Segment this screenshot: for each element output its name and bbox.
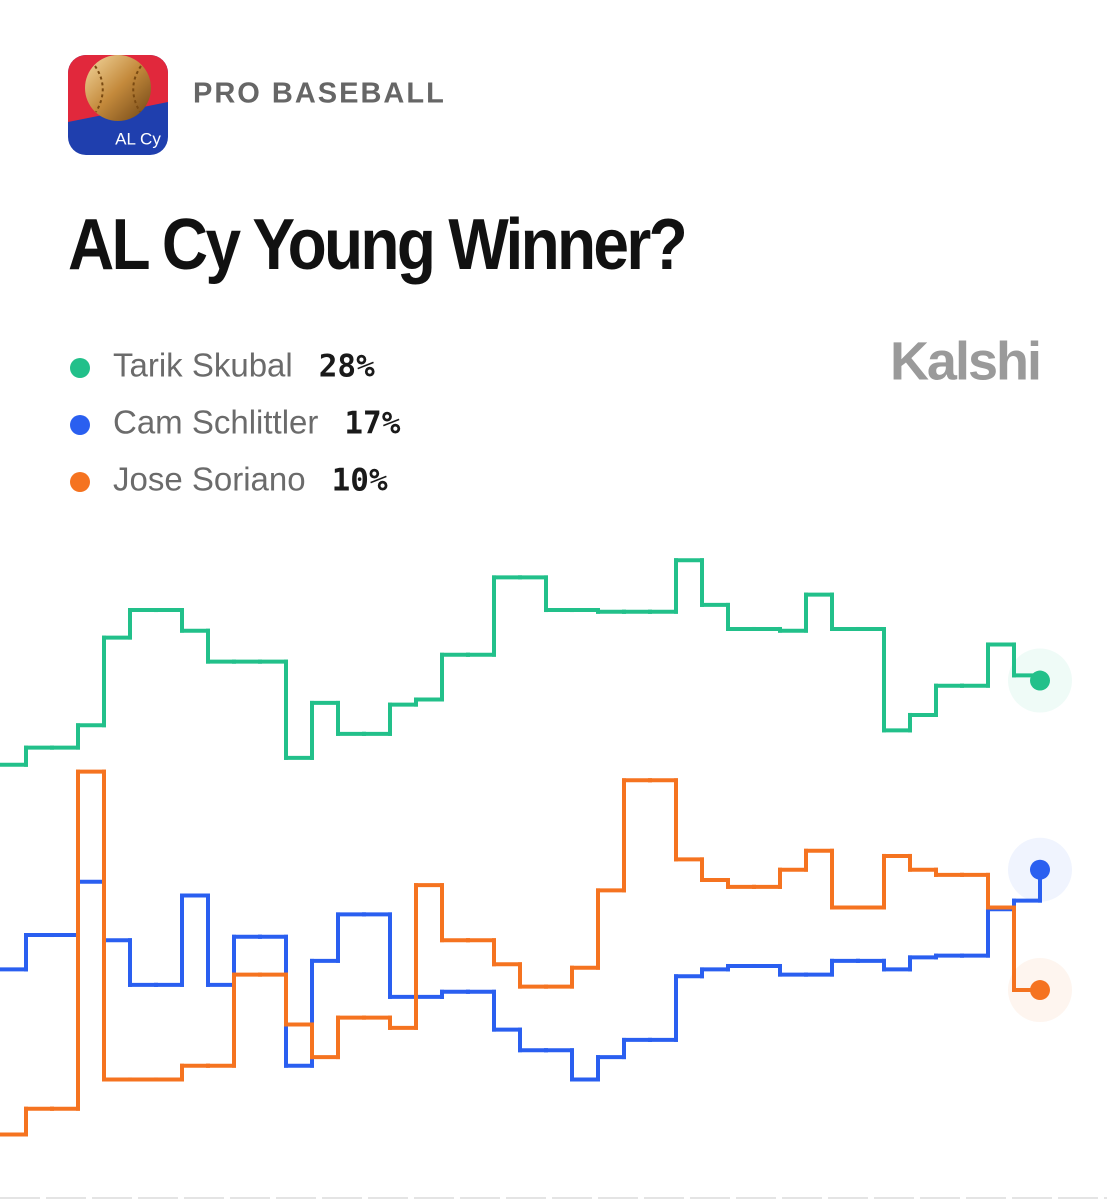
legend-value: 28% — [319, 349, 375, 385]
legend-name: Cam Schlittler — [113, 404, 318, 441]
legend-value: 10% — [332, 463, 388, 499]
app-icon — [68, 55, 168, 155]
legend-dot — [70, 415, 90, 435]
category-label: PRO BASEBALL — [193, 78, 446, 110]
legend-dot — [70, 358, 90, 378]
icon-text: AL Cy — [115, 129, 161, 148]
legend-value: 17% — [344, 406, 400, 442]
legend-dot — [70, 472, 90, 492]
brand-logo: Kalshi — [890, 331, 1040, 391]
legend-name: Jose Soriano — [113, 461, 306, 498]
chart-title: AL Cy Young Winner? — [68, 205, 685, 285]
legend-name: Tarik Skubal — [113, 347, 293, 384]
endpoint-dot — [1030, 980, 1050, 1001]
endpoint-dot — [1030, 670, 1050, 691]
endpoint-dot — [1030, 859, 1050, 880]
